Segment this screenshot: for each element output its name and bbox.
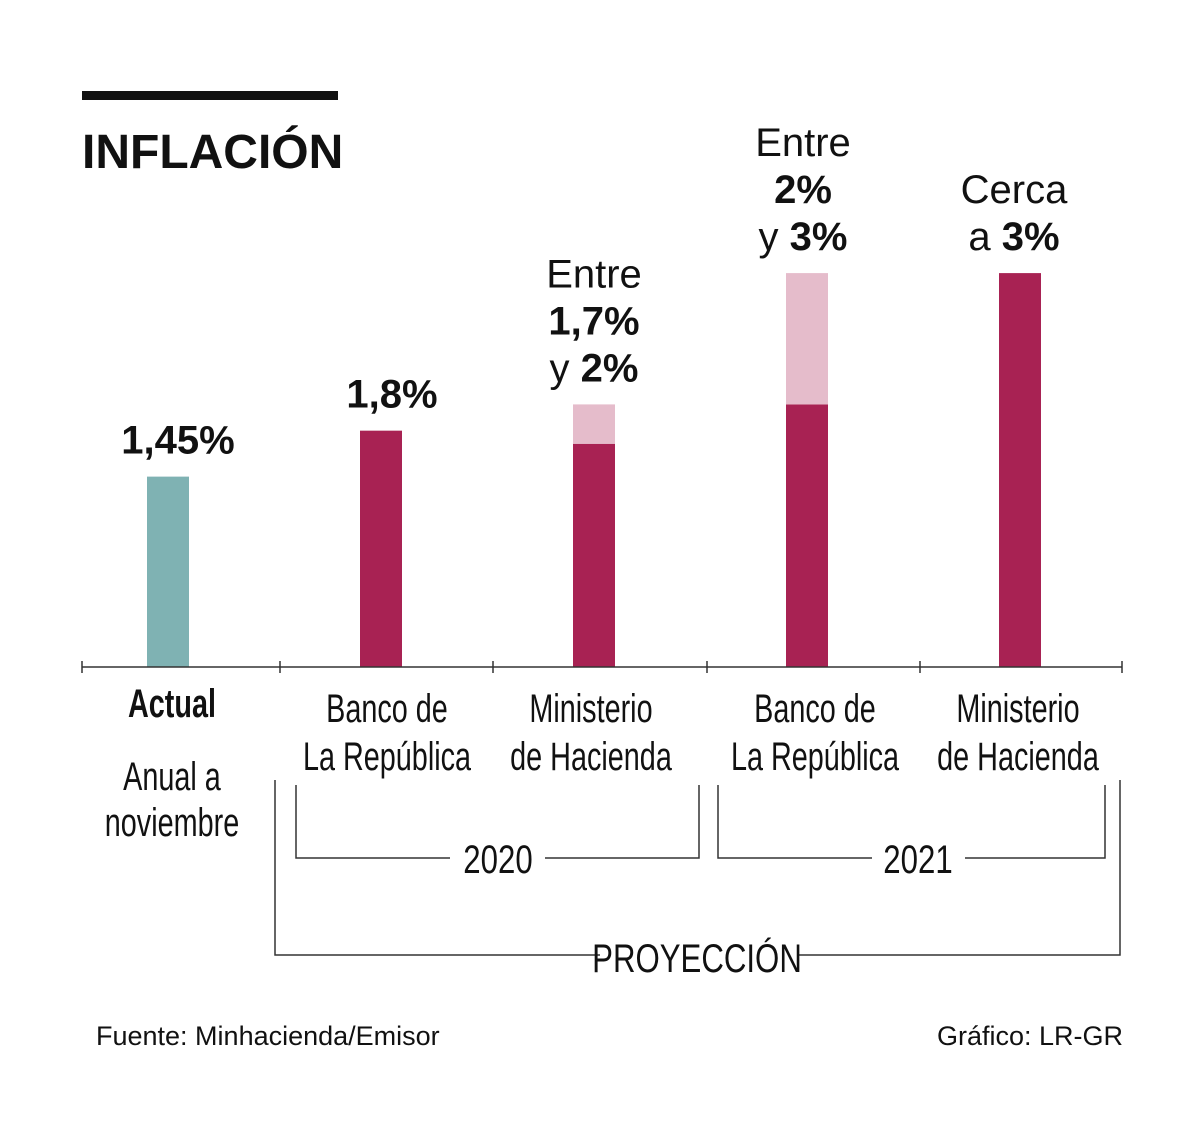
value-label-part: y (759, 215, 790, 259)
value-label-part: 2% (774, 168, 832, 212)
bracket-line (965, 785, 1106, 859)
category-label: Ministerio (529, 686, 652, 731)
bar (360, 430, 402, 667)
value-label-part: a (968, 215, 1001, 259)
category-label: de Hacienda (510, 734, 672, 779)
bracket-line (545, 785, 700, 859)
bracket-line (797, 780, 1121, 956)
bracket-line (274, 780, 600, 956)
value-label: Entre (755, 121, 851, 165)
value-label-part: 1,45% (121, 419, 234, 463)
value-label-part: y (550, 346, 581, 390)
value-label: 1,8% (346, 373, 437, 417)
value-label: y 3% (759, 215, 848, 259)
bar (573, 443, 615, 667)
bracket-line (717, 785, 872, 859)
value-label-part: 3% (1002, 215, 1060, 259)
bracket-2020 (295, 785, 700, 859)
value-label-part: 3% (790, 215, 848, 259)
value-label: a 3% (968, 215, 1059, 259)
value-label-part: Cerca (961, 168, 1068, 212)
source-note: Fuente: Minhacienda/Emisor (96, 1021, 440, 1051)
value-label: Cerca (961, 168, 1068, 212)
value-label-part: 1,8% (346, 373, 437, 417)
bar-range (786, 273, 828, 405)
category-label: Actual (128, 681, 216, 726)
value-label-part: 1,7% (548, 299, 639, 343)
category-label: Banco de (326, 686, 448, 731)
year-2021-label: 2021 (883, 837, 952, 882)
value-label: 2% (774, 168, 832, 212)
category-label: Ministerio (956, 686, 1079, 731)
category-label: La República (731, 734, 900, 779)
x-axis (81, 661, 1123, 673)
bars (147, 273, 1041, 667)
category-sublabel: Anual a (123, 754, 221, 799)
value-label-part: Entre (546, 252, 642, 296)
bracket-line (295, 785, 450, 859)
bar (999, 273, 1041, 667)
year-2020-label: 2020 (463, 837, 532, 882)
credit-note: Gráfico: LR-GR (937, 1021, 1123, 1051)
bar (147, 476, 189, 667)
category-label: Banco de (754, 686, 876, 731)
projection-label: PROYECCIÓN (592, 936, 802, 981)
bracket-projection (274, 780, 1121, 956)
value-label: 1,7% (548, 299, 639, 343)
category-label: de Hacienda (937, 734, 1099, 779)
bracket-2021 (717, 785, 1106, 859)
value-label: y 2% (550, 346, 639, 390)
category-label: La República (303, 734, 472, 779)
value-label-part: 2% (581, 346, 639, 390)
value-label: 1,45% (121, 419, 234, 463)
title-rule (82, 91, 338, 100)
value-label-part: Entre (755, 121, 851, 165)
bar (786, 404, 828, 667)
value-label: Entre (546, 252, 642, 296)
category-sublabel: noviembre (105, 800, 239, 845)
bar-range (573, 404, 615, 444)
chart-title: INFLACIÓN (82, 124, 343, 179)
